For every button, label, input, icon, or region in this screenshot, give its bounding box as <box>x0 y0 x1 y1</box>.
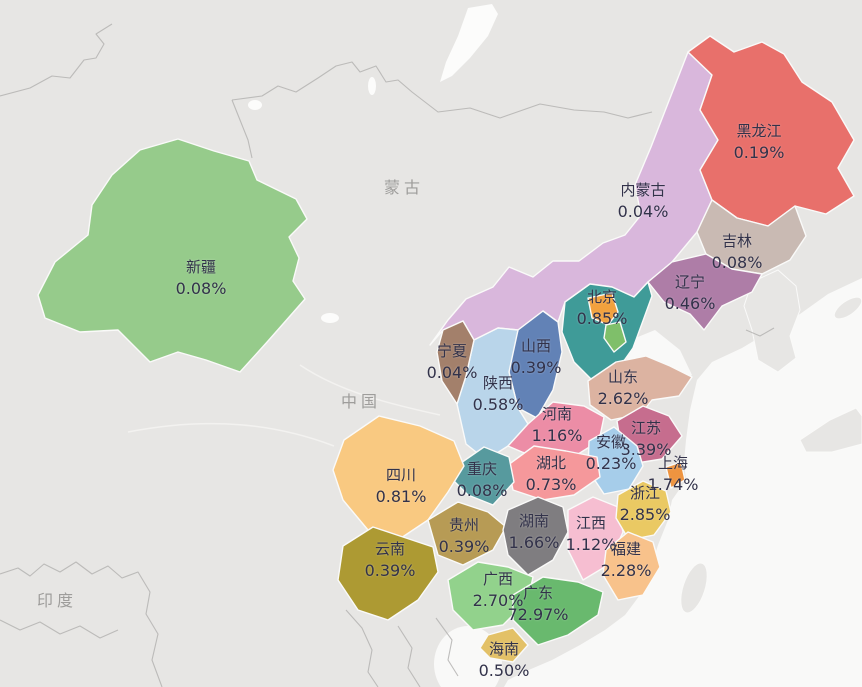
border-gansu-qinghai <box>299 364 441 416</box>
province-sichuan[interactable] <box>332 415 465 541</box>
province-hainan[interactable] <box>479 627 529 663</box>
province-shandong[interactable] <box>587 355 693 421</box>
korea-peninsula <box>743 269 801 373</box>
neighbor-layer <box>680 269 862 614</box>
province-liaoning[interactable] <box>647 253 763 331</box>
country-borders <box>0 23 653 687</box>
border-india-inner <box>0 619 119 639</box>
province-tianjin[interactable] <box>603 321 627 353</box>
province-shanghai[interactable] <box>665 461 686 489</box>
japan-island-small <box>833 296 862 320</box>
korea-dmz-border <box>745 327 775 337</box>
sea-layer <box>248 4 862 687</box>
province-guangdong[interactable] <box>512 576 604 646</box>
japan-kyushu <box>799 407 862 453</box>
border-myanmar <box>345 609 379 687</box>
border-laos <box>397 625 421 687</box>
province-hunan[interactable] <box>502 496 569 576</box>
province-chongqing[interactable] <box>452 446 515 506</box>
taiwan-island <box>680 562 708 614</box>
province-hubei[interactable] <box>507 445 601 501</box>
qinghai-lake <box>321 313 339 323</box>
province-layer <box>37 35 855 663</box>
border-india-north <box>0 561 163 687</box>
province-xinjiang[interactable] <box>37 138 308 373</box>
province-ningxia[interactable] <box>436 320 475 405</box>
province-heilongjiang[interactable] <box>687 35 855 227</box>
province-guizhou[interactable] <box>427 501 507 566</box>
province-fujian[interactable] <box>602 531 661 601</box>
border-vietnam <box>435 617 459 677</box>
province-zhejiang[interactable] <box>615 480 672 541</box>
province-beijing[interactable] <box>587 292 619 326</box>
small-lake-1 <box>248 100 262 110</box>
border-mongolia-north <box>231 61 653 119</box>
border-tibet-qinghai <box>127 422 335 447</box>
province-yunnan[interactable] <box>337 526 439 621</box>
border-mongolia-west <box>231 99 253 159</box>
lake-baikal <box>440 4 498 82</box>
small-lake-2 <box>368 77 376 95</box>
east-china-sea <box>504 278 862 687</box>
border-kazakhstan <box>0 23 113 97</box>
